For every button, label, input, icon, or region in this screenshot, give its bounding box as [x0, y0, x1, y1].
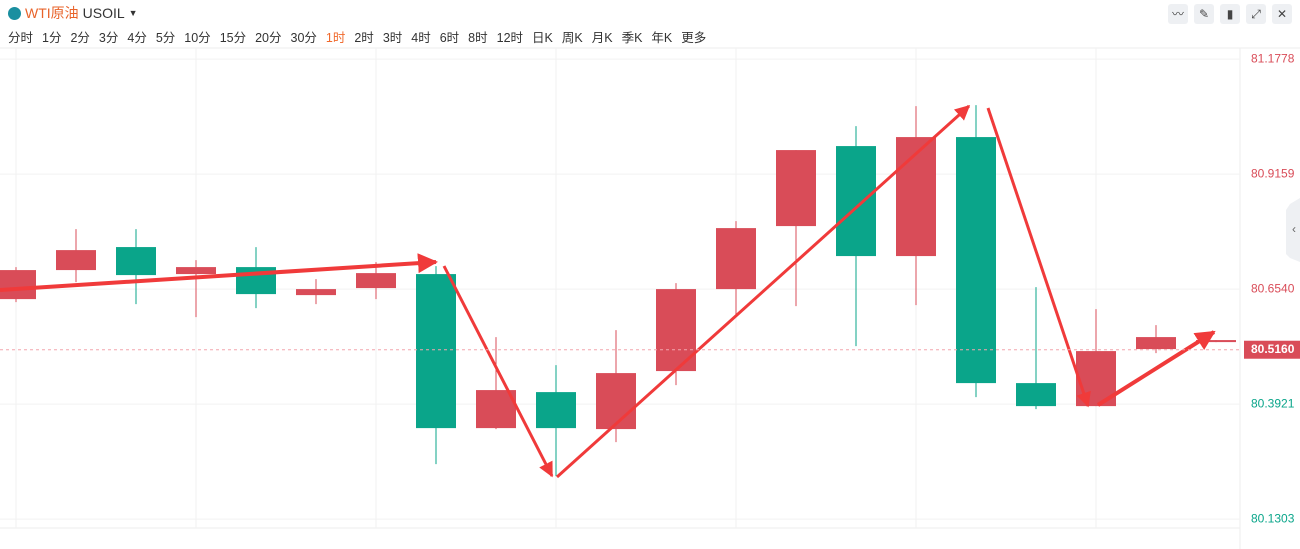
arrow [442, 265, 554, 478]
y-tick-label: 80.3921 [1251, 396, 1295, 410]
side-panel-arrow: ‹ [1292, 222, 1296, 236]
side-panel-tab[interactable] [1286, 198, 1300, 262]
candle-body [416, 274, 456, 429]
candle [1016, 287, 1056, 410]
period-tab[interactable]: 4时 [411, 31, 431, 45]
candle-body [956, 137, 996, 384]
candle-body [476, 390, 516, 429]
period-tab[interactable]: 日K [532, 31, 553, 45]
grid [0, 48, 1240, 528]
candle-body [776, 150, 816, 227]
arrow [986, 107, 1091, 408]
y-tick-label: 80.9159 [1251, 166, 1295, 180]
draw-button[interactable]: ✎ [1194, 4, 1214, 24]
candle [0, 267, 36, 303]
period-tab[interactable]: 6时 [439, 31, 460, 45]
candle [116, 229, 156, 305]
candle [1136, 325, 1176, 354]
period-tab[interactable]: 季K [621, 31, 643, 45]
period-tab[interactable]: 月K [591, 31, 613, 45]
last-price-label: 80.5160 [1251, 342, 1295, 356]
candle-body [56, 250, 96, 271]
indicator-button[interactable]: 〰 [1168, 4, 1188, 24]
arrow [0, 253, 438, 292]
candle [956, 105, 996, 398]
candle [296, 279, 336, 305]
toolbar: WTI原油 USOIL ▼ 分时 1分 2分 3分 4分 5分 10分 15分 20分 30分 1时… [0, 0, 1300, 48]
period-tab[interactable]: 3分 [98, 31, 119, 45]
last-price-badge [1244, 340, 1300, 359]
fullscreen-button[interactable]: ⤢ [1246, 4, 1266, 24]
candle [836, 126, 876, 347]
period-tab[interactable]: 3时 [382, 31, 403, 45]
close-button[interactable]: ✕ [1272, 4, 1292, 24]
candle-body [836, 146, 876, 257]
logo [8, 6, 21, 20]
candle [416, 266, 456, 465]
period-tab[interactable]: 1分 [42, 31, 62, 45]
candle-body [356, 273, 396, 289]
candle-body [1016, 383, 1056, 407]
candle [1196, 340, 1236, 343]
period-tab[interactable]: 周K [561, 31, 583, 45]
candle-body [116, 247, 156, 276]
period-tab[interactable]: 1时 [325, 31, 346, 45]
candle-body [176, 267, 216, 275]
candle [476, 337, 516, 430]
period-tab[interactable]: 年K [651, 31, 673, 45]
arrow [555, 104, 971, 479]
candle-body [896, 137, 936, 257]
candle [356, 262, 396, 300]
candle-body [536, 392, 576, 429]
period-tab[interactable]: 20分 [255, 31, 282, 45]
candle-body [1136, 337, 1176, 350]
candle [536, 365, 576, 477]
y-tick-label: 80.6540 [1251, 281, 1295, 295]
period-tab[interactable]: 15分 [219, 31, 247, 45]
instrument-name: WTI原油 [25, 5, 79, 21]
period-tab[interactable]: 2分 [70, 31, 90, 45]
period-tab[interactable]: 30分 [290, 31, 317, 45]
arrow [1096, 330, 1216, 407]
symbol-selector[interactable]: WTI原油 USOIL ▼ [8, 3, 138, 23]
annotation-arrows [0, 104, 1216, 479]
candle [236, 247, 276, 309]
period-tab[interactable]: 分时 [8, 31, 34, 45]
candle-body [596, 373, 636, 430]
candles [0, 105, 1236, 477]
period-tab[interactable]: 8时 [468, 31, 488, 45]
candle [776, 150, 816, 307]
dropdown-caret: ▼ [128, 8, 138, 18]
candle [176, 260, 216, 318]
period-tab[interactable]: 10分 [184, 31, 211, 45]
candle [56, 229, 96, 283]
candle [716, 221, 756, 318]
tool-buttons: 〰 ✎ ▮ ⤢ ✕ [1168, 4, 1292, 24]
period-tab[interactable]: 4分 [127, 31, 147, 45]
period-tab[interactable]: 2时 [354, 31, 374, 45]
period-tab[interactable]: 12时 [496, 31, 524, 45]
candle-body [716, 228, 756, 290]
candle-body [1196, 340, 1236, 343]
chart-type-button[interactable]: ▮ [1220, 4, 1240, 24]
period-tabs: 分时 1分 2分 3分 4分 5分 10分 15分 20分 30分 1时 2时 3时 4时 6时 8时 12时日… [8, 27, 706, 46]
candle-body [0, 270, 36, 300]
period-tab[interactable]: 更多 [681, 31, 707, 45]
y-tick-label: 80.1303 [1251, 511, 1295, 525]
y-tick-label: 81.1778 [1251, 51, 1295, 65]
period-tab[interactable]: 5分 [155, 31, 176, 45]
candle-body [296, 289, 336, 296]
candle [896, 106, 936, 306]
instrument-symbol: USOIL [82, 5, 125, 21]
price-axis: 81.1778 80.9159 80.6540 80.3921 80.1303 80.51… [0, 51, 1300, 525]
